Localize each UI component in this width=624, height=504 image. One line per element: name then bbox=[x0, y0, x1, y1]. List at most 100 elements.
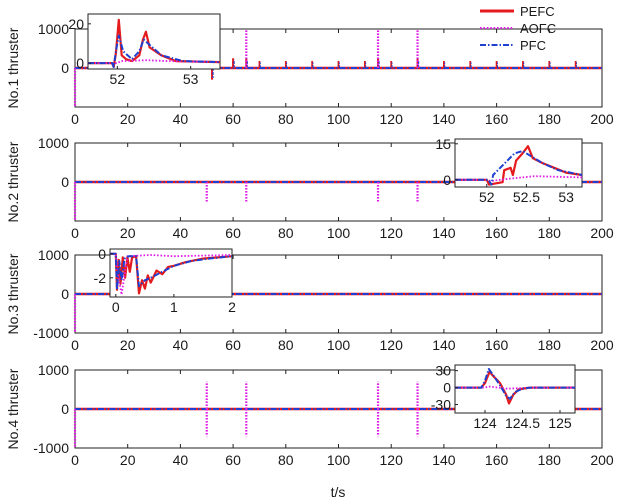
x-tick-label: 0 bbox=[71, 111, 79, 127]
inset-y-tick-label: 20 bbox=[68, 16, 84, 32]
x-tick-label: 60 bbox=[225, 111, 241, 127]
inset-y-tick-label: -2 bbox=[94, 270, 107, 286]
x-tick-label: 0 bbox=[71, 337, 79, 353]
y-tick-label: 0 bbox=[61, 60, 69, 76]
x-tick-label: 120 bbox=[380, 452, 404, 468]
x-tick-label: 140 bbox=[432, 337, 456, 353]
x-tick-label: 80 bbox=[278, 111, 294, 127]
x-tick-label: 20 bbox=[120, 111, 136, 127]
y-tick-label: -1000 bbox=[33, 325, 69, 341]
x-tick-label: 140 bbox=[432, 225, 456, 241]
x-tick-label: 0 bbox=[71, 225, 79, 241]
x-tick-label: 20 bbox=[120, 452, 136, 468]
x-tick-label: 40 bbox=[173, 225, 189, 241]
inset-x-tick-label: 52 bbox=[479, 189, 495, 205]
inset-y-tick-label: 0 bbox=[76, 55, 84, 71]
x-tick-label: 80 bbox=[278, 452, 294, 468]
inset-y-tick-label: 30 bbox=[435, 363, 451, 379]
inset-series-pfc bbox=[110, 252, 233, 291]
x-tick-label: 200 bbox=[590, 111, 614, 127]
x-tick-label: 160 bbox=[485, 111, 509, 127]
y-tick-label: 0 bbox=[61, 286, 69, 302]
x-tick-label: 60 bbox=[225, 452, 241, 468]
inset-x-tick-label: 124.5 bbox=[505, 415, 540, 431]
x-tick-label: 120 bbox=[380, 225, 404, 241]
x-tick-label: 180 bbox=[538, 452, 562, 468]
inset-y-tick-label: -30 bbox=[431, 397, 451, 413]
x-tick-label: 40 bbox=[173, 111, 189, 127]
legend-label-pefc: PEFC bbox=[520, 4, 555, 19]
inset-x-tick-label: 52 bbox=[110, 71, 126, 87]
y-axis-label: No.2 thruster bbox=[5, 141, 21, 222]
x-tick-label: 160 bbox=[485, 337, 509, 353]
x-tick-label: 180 bbox=[538, 111, 562, 127]
y-tick-label: 1000 bbox=[38, 362, 69, 378]
x-tick-label: 60 bbox=[225, 225, 241, 241]
x-tick-label: 180 bbox=[538, 225, 562, 241]
x-tick-label: 140 bbox=[432, 111, 456, 127]
inset-y-tick-label: 0 bbox=[443, 380, 451, 396]
x-tick-label: 100 bbox=[327, 225, 351, 241]
y-tick-label: -1000 bbox=[33, 440, 69, 456]
inset-x-tick-label: 53 bbox=[183, 71, 199, 87]
x-tick-label: 200 bbox=[590, 452, 614, 468]
inset-series-pfc bbox=[455, 368, 575, 400]
x-tick-label: 80 bbox=[278, 225, 294, 241]
x-tick-label: 100 bbox=[327, 337, 351, 353]
x-tick-label: 120 bbox=[380, 111, 404, 127]
inset-x-tick-label: 0 bbox=[112, 299, 120, 315]
x-tick-label: 60 bbox=[225, 337, 241, 353]
x-tick-label: 200 bbox=[590, 225, 614, 241]
inset-y-tick-label: 15 bbox=[435, 136, 451, 152]
inset-x-tick-label: 125 bbox=[548, 415, 572, 431]
panel-4: 0 20 40 60 80 100 120 140 160 180 200-100001000No.… bbox=[5, 362, 614, 468]
x-tick-label: 40 bbox=[173, 337, 189, 353]
x-tick-label: 0 bbox=[71, 452, 79, 468]
inset-frame bbox=[87, 13, 221, 70]
y-tick-label: 0 bbox=[61, 401, 69, 417]
legend-label-aofc: AOFC bbox=[520, 21, 556, 36]
inset-3: 0 1 2 -2 0 bbox=[94, 246, 237, 315]
inset-y-tick-label: 0 bbox=[98, 246, 106, 262]
x-tick-label: 100 bbox=[327, 452, 351, 468]
inset-x-tick-label: 2 bbox=[228, 299, 236, 315]
x-tick-label: 160 bbox=[485, 225, 509, 241]
x-tick-label: 120 bbox=[380, 337, 404, 353]
x-tick-label: 180 bbox=[538, 337, 562, 353]
y-axis-label: No.4 thruster bbox=[5, 368, 21, 449]
y-tick-label: 0 bbox=[61, 174, 69, 190]
y-axis-label: No.3 thruster bbox=[5, 253, 21, 334]
x-tick-label: 20 bbox=[120, 337, 136, 353]
x-tick-label: 160 bbox=[485, 452, 509, 468]
panel-2: 0 20 40 60 80 100 120 140 160 180 200 0 1000 No.2 thr… bbox=[5, 135, 614, 241]
inset-y-tick-label: 0 bbox=[443, 172, 451, 188]
x-tick-label: 100 bbox=[327, 111, 351, 127]
y-tick-label: 1000 bbox=[38, 247, 69, 263]
y-tick-label: 1000 bbox=[38, 21, 69, 37]
inset-series-pfc bbox=[455, 150, 583, 186]
y-axis-label: No.1 thruster bbox=[5, 27, 21, 108]
x-tick-label: 140 bbox=[432, 452, 456, 468]
inset-1: 52 53 0 20 bbox=[68, 13, 221, 87]
x-tick-label: 200 bbox=[590, 337, 614, 353]
y-tick-label: 1000 bbox=[38, 135, 69, 151]
inset-x-tick-label: 52.5 bbox=[513, 189, 540, 205]
x-tick-label: 40 bbox=[173, 452, 189, 468]
inset-series-pfc bbox=[88, 34, 221, 68]
inset-frame bbox=[454, 364, 576, 414]
inset-2: 52 52.5 53 0 15 bbox=[435, 136, 583, 205]
inset-x-tick-label: 53 bbox=[558, 189, 574, 205]
legend: PEFC AOFC PFC bbox=[480, 4, 556, 53]
legend-label-pfc: PFC bbox=[520, 38, 546, 53]
x-tick-label: 80 bbox=[278, 337, 294, 353]
panel-3: 0 20 40 60 80 100 120 140 160 180 200-100001000No.… bbox=[5, 246, 614, 353]
x-axis-label: t/s bbox=[331, 484, 346, 500]
x-tick-label: 20 bbox=[120, 225, 136, 241]
inset-x-tick-label: 1 bbox=[170, 299, 178, 315]
inset-x-tick-label: 124 bbox=[473, 415, 497, 431]
inset-series-pefc bbox=[110, 252, 233, 295]
